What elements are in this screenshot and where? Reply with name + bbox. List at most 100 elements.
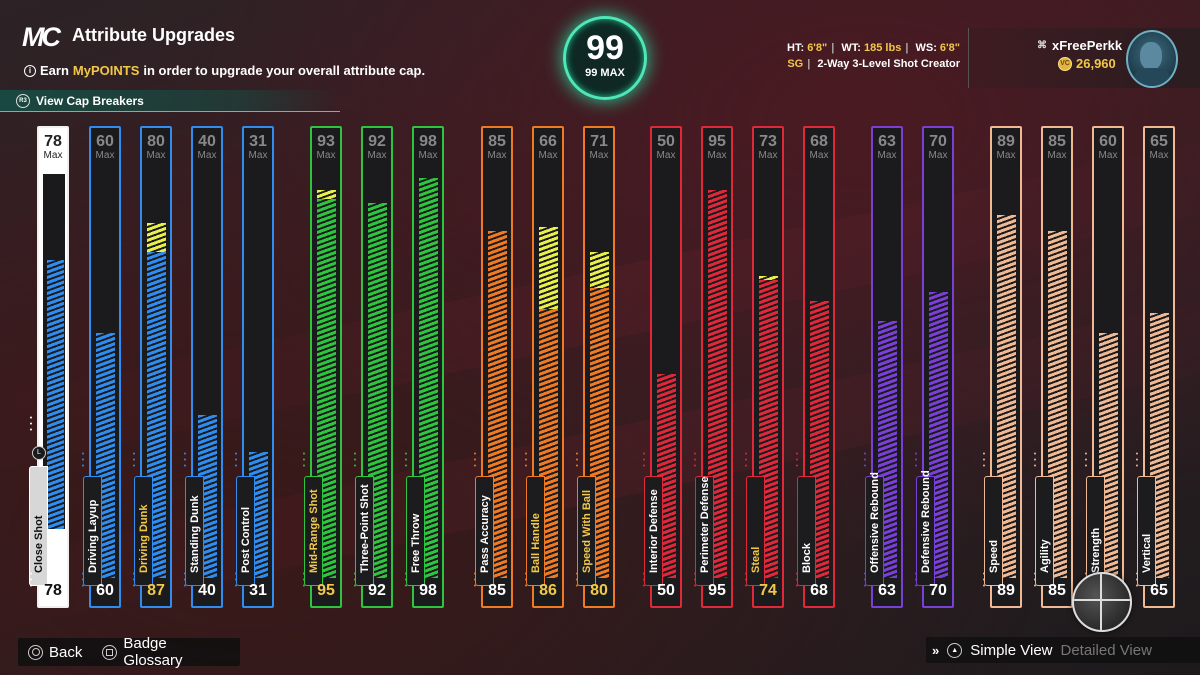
avatar (1126, 30, 1178, 88)
attribute-current-value: 86 (539, 582, 557, 599)
basketball-icon (1072, 572, 1132, 632)
attribute-current-value: 95 (708, 582, 726, 599)
attribute-max-value: 66 (539, 133, 557, 150)
attribute-vertical[interactable]: 65 Max Vertical • • • • • • 65 (1136, 126, 1175, 608)
attribute-max-label: Max (809, 150, 829, 161)
badge-glossary-button[interactable]: Badge Glossary (92, 635, 240, 669)
attribute-standing-dunk[interactable]: 40 Max Standing Dunk • • • • • • 40 (184, 126, 223, 608)
attribute-name: Post Control (240, 507, 252, 573)
attribute-max-label: Max (95, 150, 115, 161)
attribute-name: Three-Point Shot (359, 484, 371, 573)
back-button[interactable]: Back (18, 644, 92, 661)
upgrade-dots-icon: ••• (693, 451, 697, 470)
attribute-offensive-rebound[interactable]: 63 Max Offensive Rebound • • • • • • 63 (864, 126, 903, 608)
attribute-driving-layup[interactable]: 60 Max Driving Layup • • • • • • 60 (82, 126, 121, 608)
attribute-ball-handle[interactable]: 66 Max Ball Handle • • • • • • 86 (525, 126, 564, 608)
attribute-name: Close Shot (33, 515, 45, 573)
upgrade-dots-icon: ••• (353, 571, 357, 590)
attribute-agility[interactable]: 85 Max Agility • • • • • • 85 (1034, 126, 1073, 608)
upgrade-dots-icon: ••• (29, 571, 33, 590)
attribute-current-value: 95 (317, 582, 335, 599)
attribute-name-tab: Vertical (1137, 476, 1156, 586)
attribute-name-tab: Defensive Rebound (916, 470, 935, 586)
attribute-current-value: 65 (1150, 582, 1168, 599)
attribute-pass-accuracy[interactable]: 85 Max Pass Accuracy • • • • • • 85 (474, 126, 513, 608)
upgrade-dots-icon: ••• (642, 571, 646, 590)
attribute-speed-with-ball[interactable]: 71 Max Speed With Ball • • • • • • 80 (576, 126, 615, 608)
attribute-name: Driving Layup (87, 499, 99, 573)
circle-button-icon (28, 644, 43, 660)
player-bio: HT: 6'8" | WT: 185 lbs | WS: 6'8" SG | 2-Wa… (787, 42, 960, 70)
playstation-icon: ⌘ (1037, 40, 1047, 51)
attribute-name-tab: Offensive Rebound (865, 472, 884, 586)
upgrade-dots-icon: ••• (183, 451, 187, 470)
attribute-name: Defensive Rebound (920, 470, 932, 573)
attribute-interior-defense[interactable]: 50 Max Interior Defense • • • • • • 50 (643, 126, 682, 608)
attribute-name: Strength (1090, 527, 1102, 573)
attribute-name: Offensive Rebound (869, 472, 881, 573)
attribute-name: Block (801, 543, 813, 573)
upgrade-dots-icon: ••• (693, 571, 697, 590)
upgrade-dots-icon: ••• (524, 571, 528, 590)
upgrade-dots-icon: ••• (863, 451, 867, 470)
attribute-name: Speed With Ball (581, 489, 593, 573)
upgrade-dots-icon: ••• (744, 571, 748, 590)
upgrade-dots-icon: ••• (1084, 451, 1088, 470)
attribute-current-value: 87 (147, 582, 165, 599)
page-title: Attribute Upgrades (72, 25, 236, 45)
attribute-steal[interactable]: 73 Max Steal • • • • • • 74 (745, 126, 784, 608)
vc-amount: 26,960 (1076, 56, 1116, 71)
attribute-name-tab: Close Shot (29, 466, 48, 586)
attribute-max-label: Max (197, 150, 217, 161)
attribute-max-label: Max (707, 150, 727, 161)
attribute-max-value: 89 (997, 133, 1015, 150)
attribute-perimeter-defense[interactable]: 95 Max Perimeter Defense • • • • • • 95 (694, 126, 733, 608)
attribute-max-value: 80 (147, 133, 165, 150)
detailed-view-option[interactable]: Detailed View (1060, 641, 1152, 659)
attribute-current-value: 31 (249, 582, 267, 599)
upgrade-dots-icon: ••• (914, 451, 918, 470)
attribute-current-value: 80 (590, 582, 608, 599)
attribute-fill-bar (47, 259, 64, 529)
attribute-max-label: Max (248, 150, 268, 161)
attribute-driving-dunk[interactable]: 80 Max Driving Dunk • • • • • • 87 (133, 126, 172, 608)
attribute-defensive-rebound[interactable]: 70 Max Defensive Rebound • • • • • • 70 (915, 126, 954, 608)
attribute-post-control[interactable]: 31 Max Post Control • • • • • • 31 (235, 126, 274, 608)
attribute-name: Pass Accuracy (479, 495, 491, 573)
attribute-boost-bar (590, 251, 609, 289)
upgrade-dots-icon: ••• (29, 415, 33, 434)
attribute-name-tab: Post Control (236, 476, 255, 586)
wingspan-value: 6'8" (939, 42, 960, 54)
attribute-max-label: Max (996, 150, 1016, 161)
footer-actions: Back Badge Glossary (18, 635, 240, 669)
attribute-free-throw[interactable]: 98 Max Free Throw • • • • • • 98 (405, 126, 444, 608)
attribute-three-point-shot[interactable]: 92 Max Three-Point Shot • • • • • • 92 (354, 126, 393, 608)
attribute-max-value: 85 (1048, 133, 1066, 150)
upgrade-dots-icon: ••• (575, 451, 579, 470)
upgrade-dots-icon: ••• (81, 571, 85, 590)
upgrade-dots-icon: ••• (1033, 451, 1037, 470)
attribute-boost-bar (539, 227, 558, 309)
attribute-max-value: 63 (878, 133, 896, 150)
upgrade-dots-icon: ••• (1135, 451, 1139, 470)
attribute-speed[interactable]: 89 Max Speed • • • • • • 89 (983, 126, 1022, 608)
attribute-name-tab: Driving Layup (83, 476, 102, 586)
simple-view-option[interactable]: Simple View (970, 641, 1053, 659)
upgrade-dots-icon: ••• (863, 571, 867, 590)
attribute-boost-bar (147, 223, 166, 252)
attribute-name-tab: Pass Accuracy (475, 476, 494, 586)
attribute-boost-bar (759, 276, 778, 281)
attribute-mid-range-shot[interactable]: 93 Max Mid-Range Shot • • • • • • 95 (303, 126, 342, 608)
height-value: 6'8" (807, 42, 828, 54)
attribute-name-tab: Free Throw (406, 476, 425, 586)
view-cap-breakers-button[interactable]: R3 View Cap Breakers (0, 90, 340, 112)
attribute-max-value: 73 (759, 133, 777, 150)
r3-button-icon: R3 (16, 93, 30, 108)
upgrade-dots-icon: ••• (132, 451, 136, 470)
attribute-block[interactable]: 68 Max Block • • • • • • 68 (796, 126, 835, 608)
attribute-max-value: 31 (249, 133, 267, 150)
attribute-close-shot[interactable]: 78 Max Close Shot L • • • • • • 78 (29, 126, 69, 608)
attribute-max-value: 71 (590, 133, 608, 150)
attribute-name: Speed (988, 539, 1000, 573)
